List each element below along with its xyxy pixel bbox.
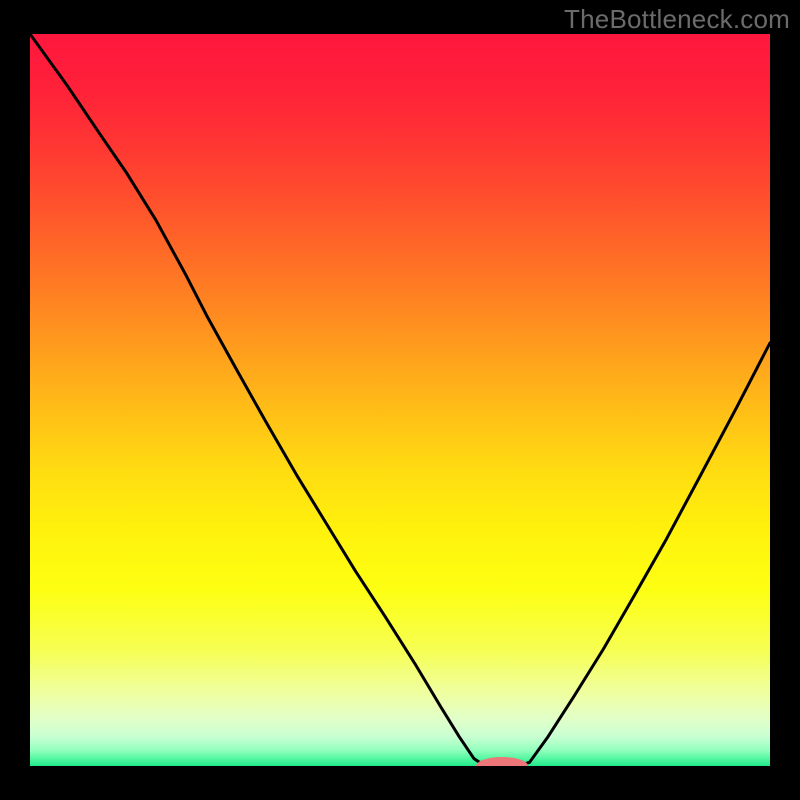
chart-stage: TheBottleneck.com xyxy=(0,0,800,800)
bottleneck-chart xyxy=(0,0,800,800)
plot-background xyxy=(30,34,770,766)
watermark-text: TheBottleneck.com xyxy=(564,4,790,35)
optimal-marker xyxy=(476,757,528,775)
